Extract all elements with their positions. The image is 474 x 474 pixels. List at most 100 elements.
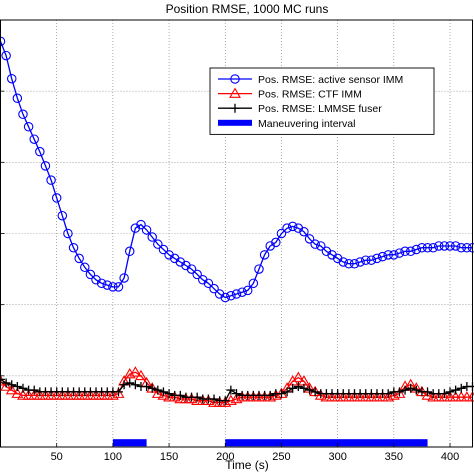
x-tick-label: 350 bbox=[385, 451, 403, 463]
data-point bbox=[377, 251, 388, 262]
data-point bbox=[394, 248, 405, 258]
data-point bbox=[68, 242, 79, 253]
data-point bbox=[1, 50, 11, 61]
data-point bbox=[439, 241, 450, 251]
data-point bbox=[151, 387, 164, 398]
data-point bbox=[57, 210, 68, 221]
data-point bbox=[135, 369, 147, 381]
data-point bbox=[265, 390, 275, 400]
legend-label: Pos. RMSE: LMMSE fuser bbox=[258, 103, 382, 115]
plot-area bbox=[0, 36, 474, 447]
data-point bbox=[456, 383, 466, 393]
data-point bbox=[220, 396, 230, 406]
data-point bbox=[29, 134, 39, 144]
x-tick-label: 250 bbox=[272, 451, 290, 463]
series-2 bbox=[0, 366, 474, 407]
data-point bbox=[119, 380, 129, 390]
data-point bbox=[80, 262, 90, 273]
legend-item: Pos. RMSE: CTF IMM bbox=[218, 87, 362, 101]
data-point bbox=[468, 382, 474, 392]
data-point bbox=[445, 387, 455, 397]
data-point bbox=[125, 378, 135, 388]
legend-swatch bbox=[218, 119, 252, 126]
data-point bbox=[96, 278, 107, 289]
data-point bbox=[310, 239, 320, 249]
data-point bbox=[383, 250, 393, 260]
data-point bbox=[366, 255, 377, 265]
data-point bbox=[63, 228, 73, 239]
data-point bbox=[316, 241, 326, 251]
data-point bbox=[130, 380, 140, 390]
data-point bbox=[299, 226, 309, 237]
legend-marker bbox=[229, 87, 241, 98]
data-point bbox=[1, 378, 11, 388]
data-point bbox=[35, 146, 45, 157]
data-point bbox=[299, 383, 309, 393]
data-point bbox=[428, 242, 438, 253]
maneuvering-bar bbox=[112, 439, 147, 447]
data-point bbox=[11, 387, 24, 398]
data-point bbox=[168, 391, 181, 402]
x-tick-label: 150 bbox=[160, 451, 178, 463]
legend: Pos. RMSE: active sensor IMM Pos. RMSE: C… bbox=[209, 67, 435, 135]
chart-title: Position RMSE, 1000 MC runs bbox=[166, 2, 329, 16]
data-point bbox=[456, 242, 467, 253]
data-point bbox=[164, 389, 174, 399]
data-point bbox=[445, 241, 455, 251]
data-point bbox=[423, 387, 433, 397]
data-point bbox=[288, 383, 298, 393]
data-point bbox=[142, 382, 152, 392]
legend-item: Pos. RMSE: active sensor IMM bbox=[218, 74, 403, 86]
data-point bbox=[7, 380, 17, 390]
data-point bbox=[276, 228, 287, 239]
data-point bbox=[185, 392, 198, 404]
data-point bbox=[372, 253, 382, 264]
data-point bbox=[209, 283, 219, 294]
data-point bbox=[153, 385, 163, 395]
data-point bbox=[74, 253, 84, 264]
data-point bbox=[6, 73, 17, 84]
data-point bbox=[282, 387, 292, 397]
data-point bbox=[158, 387, 168, 397]
series-1 bbox=[0, 36, 474, 303]
data-point bbox=[136, 219, 146, 230]
data-point bbox=[400, 385, 410, 395]
data-point bbox=[393, 387, 406, 398]
data-point bbox=[394, 387, 404, 397]
data-point bbox=[186, 264, 197, 274]
data-point bbox=[344, 258, 354, 269]
x-axis: 50 100 150 200 250 300 350 400 bbox=[0, 90, 459, 463]
x-tick-label: 400 bbox=[441, 451, 459, 463]
data-point bbox=[29, 385, 39, 395]
data-point bbox=[259, 250, 270, 260]
legend-item: Maneuvering interval bbox=[218, 118, 355, 130]
legend-label: Pos. RMSE: CTF IMM bbox=[258, 89, 362, 101]
x-tick-label: 300 bbox=[328, 451, 346, 463]
data-point bbox=[292, 371, 305, 382]
data-point bbox=[248, 278, 259, 289]
data-point bbox=[147, 232, 157, 242]
data-point bbox=[360, 255, 371, 265]
series-line bbox=[0, 41, 473, 299]
legend-label: Maneuvering interval bbox=[258, 118, 355, 130]
data-point bbox=[349, 258, 360, 269]
data-point bbox=[411, 385, 421, 395]
data-point bbox=[141, 225, 152, 235]
data-point bbox=[305, 385, 315, 395]
data-point bbox=[226, 385, 236, 395]
data-point bbox=[124, 246, 135, 257]
data-point bbox=[405, 246, 416, 257]
data-point bbox=[450, 241, 461, 251]
x-tick-label: 100 bbox=[104, 451, 122, 463]
legend-label: Pos. RMSE: active sensor IMM bbox=[258, 74, 403, 86]
data-point bbox=[400, 246, 410, 257]
data-point bbox=[40, 161, 51, 171]
data-point bbox=[12, 93, 23, 104]
data-point bbox=[338, 257, 349, 267]
data-point bbox=[451, 385, 461, 395]
data-point bbox=[5, 383, 18, 395]
data-point bbox=[175, 390, 185, 400]
data-point bbox=[114, 387, 123, 397]
data-point bbox=[202, 394, 215, 406]
data-point bbox=[113, 282, 124, 292]
